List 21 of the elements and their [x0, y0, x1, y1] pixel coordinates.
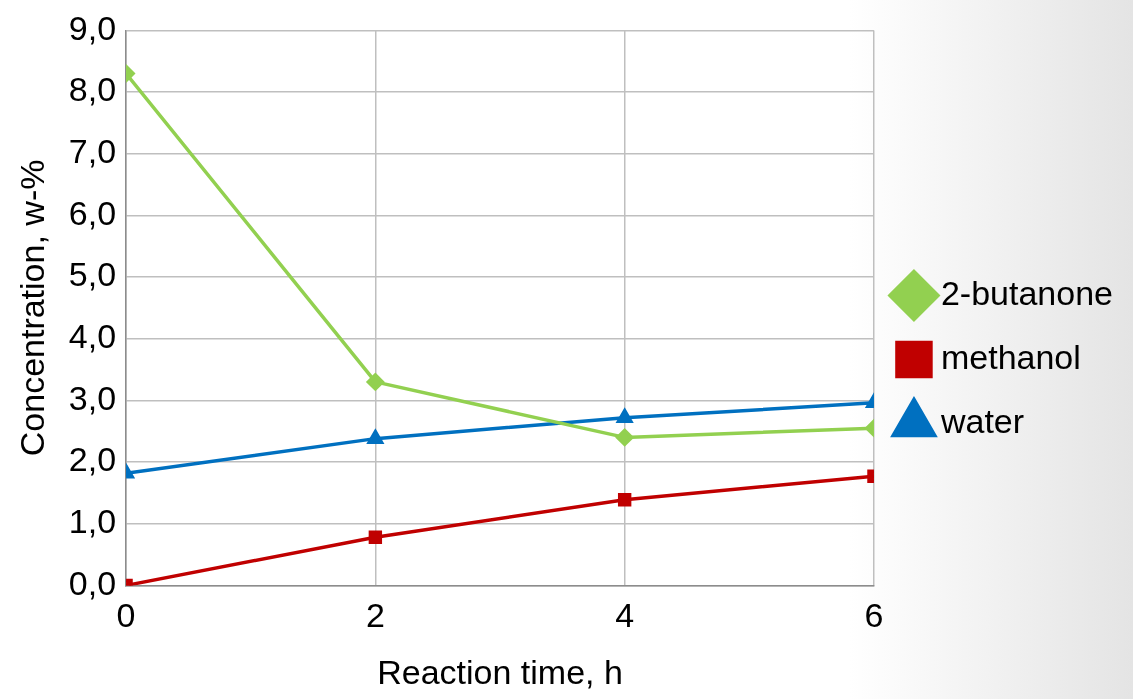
- point: [617, 492, 632, 507]
- legend-label: methanol: [940, 337, 1081, 376]
- y-tick-label: 9,0: [68, 8, 117, 47]
- y-tick-label: 8,0: [68, 70, 117, 109]
- x-tick-label: 2: [365, 596, 385, 635]
- y-tick-label: 7,0: [68, 132, 117, 171]
- legend-label: water: [939, 401, 1025, 440]
- x-tick-label: 6: [864, 596, 884, 635]
- y-tick-label: 5,0: [68, 255, 117, 294]
- y-tick-label: 2,0: [68, 440, 117, 479]
- x-axis-title: Reaction time, h: [377, 652, 623, 691]
- legend-label: 2-butanone: [940, 273, 1113, 312]
- y-tick-label: 0,0: [68, 563, 117, 602]
- x-tick-label: 4: [615, 596, 635, 635]
- x-tick-label: 0: [116, 596, 136, 635]
- y-tick-label: 4,0: [68, 317, 117, 356]
- y-tick-label: 6,0: [68, 193, 117, 232]
- point: [368, 530, 383, 544]
- y-tick-label: 3,0: [68, 378, 117, 417]
- y-tick-label: 1,0: [68, 502, 117, 541]
- y-axis-title: Concentration, w-%: [12, 159, 51, 457]
